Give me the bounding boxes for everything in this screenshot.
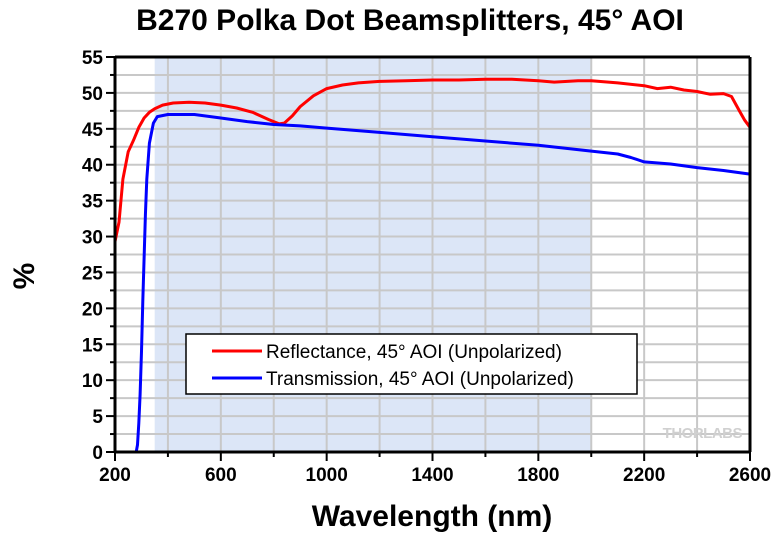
y-tick-label: 55 — [82, 48, 104, 69]
y-tick-label: 20 — [82, 299, 103, 320]
y-tick-label: 45 — [82, 120, 104, 141]
y-tick-label: 15 — [82, 335, 104, 356]
y-tick-label: 10 — [82, 371, 103, 392]
legend-box — [185, 333, 638, 395]
y-tick-label: 35 — [82, 192, 104, 213]
axes — [106, 55, 752, 461]
y-tick-label: 0 — [92, 443, 103, 464]
y-tick-label: 25 — [82, 263, 104, 284]
series-lines — [113, 77, 752, 454]
thorlabs-watermark: THORLABS — [663, 425, 743, 442]
y-tick-label: 40 — [82, 156, 103, 177]
chart-title: B270 Polka Dot Beamsplitters, 45° AOI — [136, 4, 684, 37]
x-axis-title: Wavelength (nm) — [312, 500, 553, 533]
y-tick-label: 5 — [92, 407, 103, 428]
x-tick-label: 2200 — [623, 465, 665, 486]
y-tick-label: 50 — [82, 84, 103, 105]
y-axis-title: % — [8, 263, 41, 290]
series-line-reflectance — [113, 77, 752, 242]
series-line-transmission — [115, 113, 751, 454]
x-tick-label: 200 — [99, 465, 131, 486]
x-tick-label: 1000 — [306, 465, 348, 486]
legend-label-transmission: Transmission, 45° AOI (Unpolarized) — [266, 369, 574, 390]
x-tick-label: 1400 — [411, 465, 453, 486]
x-tick-label: 2600 — [729, 465, 771, 486]
x-tick-label: 1800 — [517, 465, 559, 486]
legend: Reflectance, 45° AOI (Unpolarized) Trans… — [185, 333, 638, 395]
tick-labels: 200 600 1000 1400 1800 2200 2600 0 5 10 15 20 25 30 35… — [82, 48, 771, 486]
legend-label-reflectance: Reflectance, 45° AOI (Unpolarized) — [266, 342, 562, 363]
y-tick-label: 30 — [82, 228, 103, 249]
x-tick-label: 600 — [205, 465, 237, 486]
